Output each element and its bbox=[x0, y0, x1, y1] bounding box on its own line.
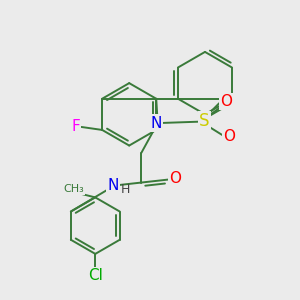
Text: F: F bbox=[71, 119, 80, 134]
Text: N: N bbox=[107, 178, 119, 193]
Text: O: O bbox=[220, 94, 232, 109]
Text: O: O bbox=[223, 129, 235, 144]
Text: CH₃: CH₃ bbox=[64, 184, 84, 194]
Text: S: S bbox=[199, 112, 210, 130]
Text: O: O bbox=[169, 171, 181, 186]
Text: N: N bbox=[151, 116, 162, 130]
Text: Cl: Cl bbox=[88, 268, 103, 283]
Text: H: H bbox=[120, 184, 130, 196]
